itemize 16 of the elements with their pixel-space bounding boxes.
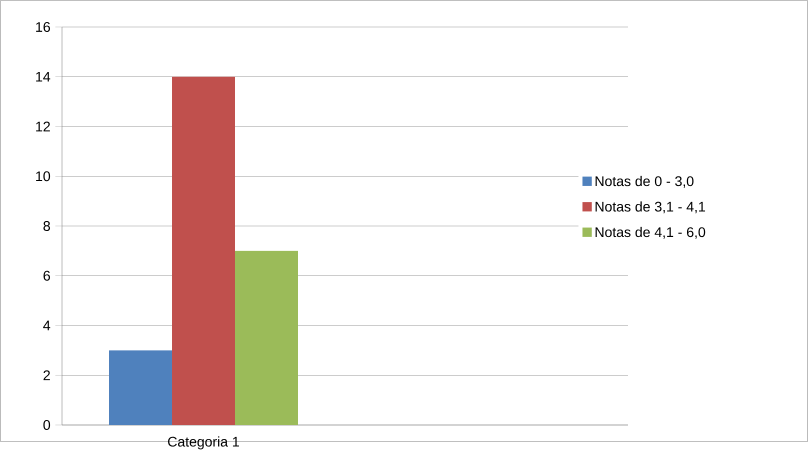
- y-tick-label: 14: [36, 72, 50, 82]
- bar: [235, 250, 298, 426]
- y-tick-label: 4: [43, 320, 50, 330]
- y-tick-label: 6: [44, 270, 50, 281]
- y-tick-label: 10: [36, 171, 50, 182]
- legend-label: Notas de 3,1 - 4,1: [596, 201, 706, 214]
- y-tick-label: 12: [36, 122, 50, 132]
- bar: [172, 76, 236, 426]
- y-tick-label: 2: [44, 370, 50, 380]
- x-tick-label: Categoria 1: [168, 436, 239, 450]
- legend-label: Notas de 4,1 - 6,0: [596, 226, 706, 239]
- y-tick-label: 0: [43, 420, 50, 430]
- bar: [109, 350, 172, 426]
- y-tick-label: 8: [43, 221, 50, 232]
- y-tick-label: 16: [36, 22, 50, 32]
- legend-label: Notas de 0 - 3,0: [596, 176, 694, 188]
